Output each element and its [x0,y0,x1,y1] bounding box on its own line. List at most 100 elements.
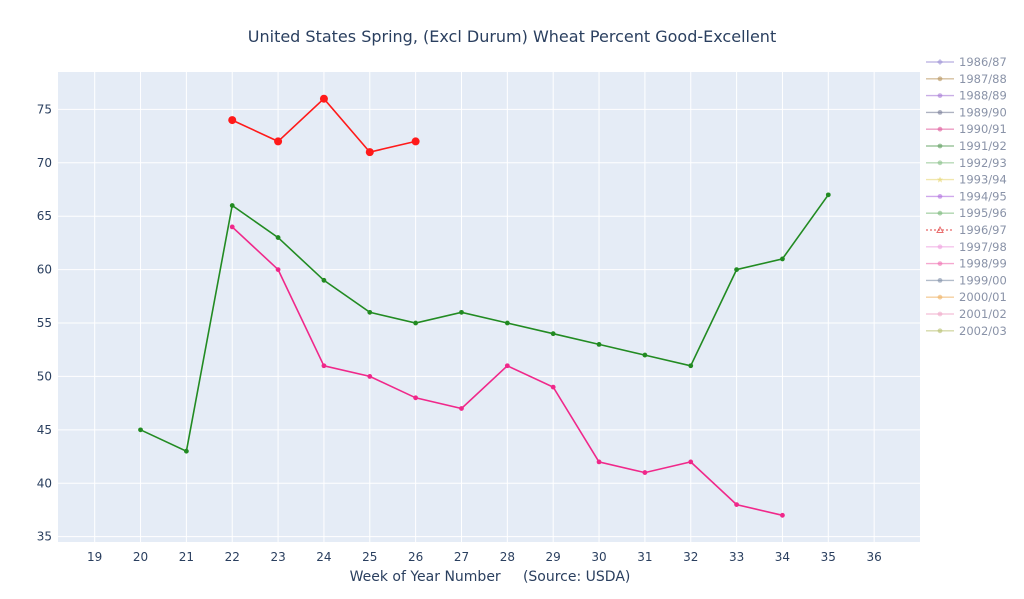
series-18 [138,192,831,454]
legend-swatch-marker [937,110,943,115]
data-point [229,224,235,230]
legend-label: 1995/96 [959,206,1007,220]
legend-swatch-marker [936,225,944,233]
legend-label: 1993/94 [959,173,1007,187]
data-point [413,320,419,326]
data-point [642,470,648,475]
legend-item[interactable]: 1986/87 [926,55,1007,69]
legend-item[interactable]: 1989/90 [926,105,1007,119]
data-point [642,352,648,358]
x-tick-label: 35 [821,550,836,564]
data-point [275,267,281,273]
legend-item[interactable]: 2000/01 [926,290,1007,304]
legend-item[interactable]: 1992/93 [926,156,1007,170]
y-tick-label: 55 [37,316,52,330]
legend-item[interactable]: 1995/96 [926,206,1007,220]
x-tick-label: 26 [408,550,423,564]
x-tick-label: 25 [362,550,377,564]
y-tick-label: 70 [37,156,52,170]
legend-item[interactable]: 2002/03 [926,324,1007,338]
legend-swatch-marker [937,311,943,317]
data-point [596,341,602,347]
legend-swatch-marker [937,176,943,183]
legend-item[interactable]: 1998/99 [926,257,1007,271]
legend-label: 1992/93 [959,156,1007,170]
legend-label: 1988/89 [959,89,1007,103]
data-point [411,137,420,146]
legend-item[interactable]: 1987/88 [926,72,1007,86]
series-19 [229,224,785,518]
x-tick-label: 19 [87,550,102,564]
legend-swatch-marker [937,261,943,266]
plot-background [58,72,920,542]
y-tick-label: 45 [37,423,52,437]
legend-label: 1996/97 [959,223,1007,237]
data-point [365,148,374,157]
legend-swatch-marker [937,143,943,149]
data-point [596,459,602,465]
chart-title: United States Spring, (Excl Durum) Wheat… [248,27,776,46]
data-point [319,94,328,103]
series-17 [228,94,420,157]
data-point [825,192,831,198]
legend-label: 1989/90 [959,105,1007,119]
data-point [688,363,694,369]
data-point [228,116,237,125]
data-point [504,320,510,326]
data-point [138,427,143,433]
data-point [321,277,327,283]
data-point [780,512,785,518]
data-point [275,235,281,240]
x-tick-label: 28 [500,550,515,564]
series-line [140,194,829,453]
legend-item[interactable]: 1991/92 [926,139,1007,153]
legend-label: 1990/91 [959,122,1007,136]
legend-swatch-marker [937,76,943,82]
x-tick-label: 31 [637,550,652,564]
data-point [780,256,785,262]
legend: 1986/87 1987/88 1988/89 1989/90 1990/91 1991/… [926,55,1007,338]
x-axis-label: Week of Year Number (Source: USDA) [350,569,631,585]
legend-item[interactable]: 1988/89 [926,89,1007,103]
data-point [367,309,373,315]
data-point [274,137,283,146]
legend-swatch-marker [937,194,943,199]
x-tick-label: 34 [775,550,790,564]
x-tick-label: 30 [591,550,606,564]
y-tick-label: 60 [37,263,52,277]
x-tick-label: 22 [225,550,240,564]
legend-swatch-marker [937,160,943,166]
x-axis-ticks: 19 20 21 22 23 24 25 26 27 28 29 30 31 32 33 34 35 36 [87,550,882,564]
legend-label: 1997/98 [959,240,1007,254]
data-point [459,406,464,411]
data-point [413,395,419,401]
x-tick-label: 32 [683,550,698,564]
data-point [550,331,556,337]
legend-swatch-marker [937,93,943,98]
legend-item[interactable]: 1994/95 [926,189,1007,203]
legend-item[interactable]: 1996/97 [926,223,1007,237]
data-point [550,384,556,390]
y-tick-label: 50 [37,369,52,383]
data-point [504,363,510,369]
legend-label: 1986/87 [959,55,1007,69]
data-point [688,459,694,465]
data-point [183,448,189,454]
legend-item[interactable]: 1997/98 [926,240,1007,254]
x-tick-label: 27 [454,550,469,564]
data-point [321,363,327,369]
y-axis-ticks: 35 40 45 50 55 60 65 70 75 [37,102,52,543]
legend-swatch-marker [937,210,943,216]
legend-item[interactable]: 1990/91 [926,122,1007,136]
x-tick-label: 36 [867,550,882,564]
y-tick-label: 35 [37,530,52,544]
legend-label: 1998/99 [959,257,1007,271]
data-point [734,502,739,508]
x-tick-label: 24 [316,550,331,564]
legend-item[interactable]: 2001/02 [926,307,1007,321]
legend-swatch-marker [937,328,943,334]
legend-item[interactable]: 1999/00 [926,273,1007,287]
x-tick-label: 20 [133,550,148,564]
legend-item[interactable]: 1993/94 [926,173,1007,187]
